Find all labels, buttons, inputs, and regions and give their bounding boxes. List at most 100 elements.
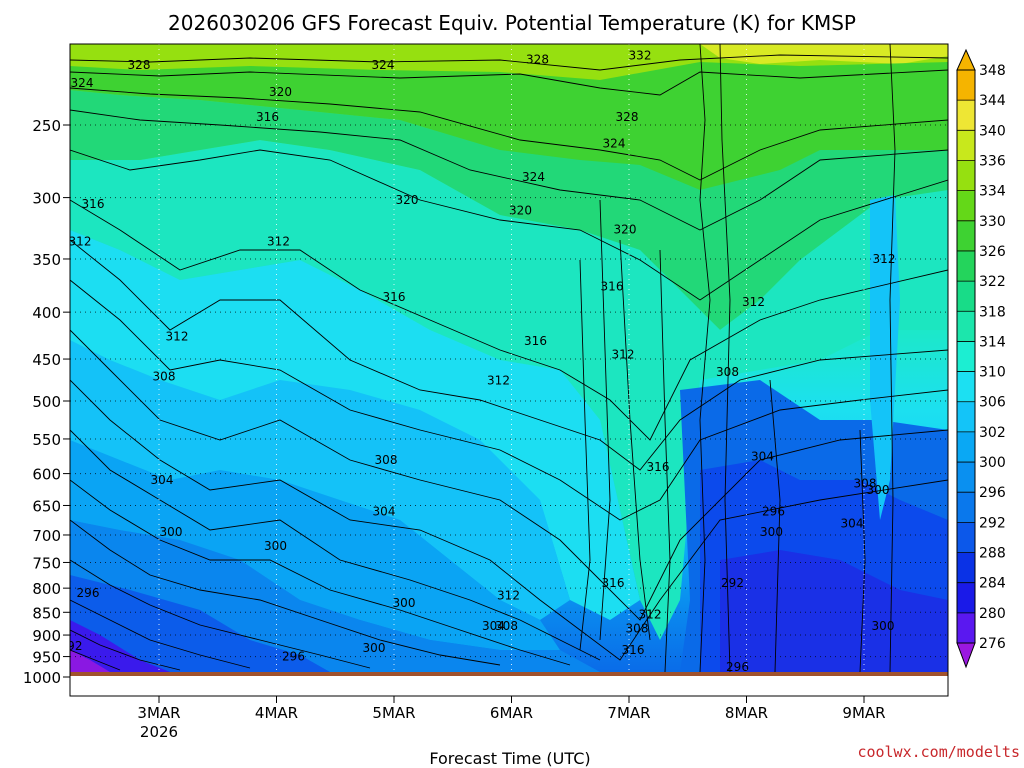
contour-label-21: 312 xyxy=(742,295,765,309)
colorbar-label-296: 296 xyxy=(979,485,1006,501)
colorbar-label-326: 326 xyxy=(979,244,1006,260)
contour-label-20: 312 xyxy=(873,252,896,266)
watermark: coolwx.com/modelts xyxy=(857,743,1020,761)
contour-line-25 xyxy=(659,249,671,673)
green-band-region xyxy=(70,62,948,190)
contour-line-8 xyxy=(70,329,948,621)
contour-label-8: 328 xyxy=(526,52,549,66)
y-tick-label-750: 750 xyxy=(32,554,61,572)
contour-line-7 xyxy=(70,279,948,521)
colorbar-swatch-322 xyxy=(957,250,975,282)
plot-frame xyxy=(69,43,949,697)
contour-label-25: 308 xyxy=(153,369,176,383)
contour-label-2: 320 xyxy=(269,85,292,99)
ground-surface xyxy=(70,672,948,676)
contour-label-10: 316 xyxy=(383,290,406,304)
contour-label-50: 300 xyxy=(363,641,386,655)
y-tick-label-900: 900 xyxy=(32,627,61,645)
contour-line-9 xyxy=(70,379,948,661)
x-tick-label-3MAR: 3MAR xyxy=(137,704,180,722)
contour-label-12: 316 xyxy=(524,334,547,348)
contour-label-17: 320 xyxy=(509,204,532,218)
contour-label-53: 296 xyxy=(726,660,749,674)
contour-label-42: 316 xyxy=(602,576,625,590)
colorbar-label-340: 340 xyxy=(979,123,1006,139)
colorbar-label-280: 280 xyxy=(979,606,1006,622)
contour-line-2 xyxy=(70,87,948,181)
colorbar-label-310: 310 xyxy=(979,365,1006,381)
colorbar-label-276: 276 xyxy=(979,636,1006,652)
x-tick-label-6MAR: 6MAR xyxy=(490,704,533,722)
contour-label-37: 300 xyxy=(264,539,287,553)
contour-label-45: 308 xyxy=(495,619,518,633)
low-left-violet-region xyxy=(70,650,110,672)
contour-line-22 xyxy=(599,199,611,641)
contour-line-20 xyxy=(859,429,866,673)
chart-title: 2026030206 GFS Forecast Equiv. Potential… xyxy=(168,11,856,35)
contour-line-3 xyxy=(70,109,948,231)
contour-label-0: 328 xyxy=(128,58,151,72)
contour-label-31: 296 xyxy=(762,505,785,519)
x-year-label: 2026 xyxy=(140,723,178,741)
contour-line-16 xyxy=(70,649,121,671)
contour-label-48: 292 xyxy=(60,639,83,653)
contour-label-18: 320 xyxy=(614,222,637,236)
contour-line-11 xyxy=(70,479,571,666)
contour-label-26: 308 xyxy=(375,453,398,467)
contour-label-39: 296 xyxy=(77,586,100,600)
colorbar-swatch-296 xyxy=(957,462,975,493)
y-tick-label-600: 600 xyxy=(32,466,61,484)
contour-label-40: 300 xyxy=(393,596,416,610)
colorbar-swatch-344 xyxy=(957,70,975,101)
y-tick-label-850: 850 xyxy=(32,604,61,622)
colorbar-label-334: 334 xyxy=(979,184,1006,200)
contour-label-19: 316 xyxy=(601,279,624,293)
colorbar-swatch-340 xyxy=(957,100,975,131)
contour-line-21 xyxy=(889,44,896,673)
contour-label-38: 292 xyxy=(721,576,744,590)
colorbar-label-318: 318 xyxy=(979,304,1006,320)
contour-label-6: 312 xyxy=(267,235,290,249)
contour-line-18 xyxy=(719,44,731,673)
contour-label-3: 316 xyxy=(256,110,279,124)
contour-label-14: 328 xyxy=(616,110,639,124)
colorbar-swatch-276 xyxy=(957,612,975,644)
low-left-purple-region xyxy=(70,620,170,672)
colorbar-label-284: 284 xyxy=(979,576,1006,592)
colorbar-label-348: 348 xyxy=(979,63,1006,79)
plot-area: 328 324 320 316 316 312 312 324 328 320 316 312 316 3… xyxy=(60,44,948,676)
y-tick-label-650: 650 xyxy=(32,497,61,515)
contour-line-10 xyxy=(70,429,601,661)
colorbar-label-344: 344 xyxy=(979,93,1006,109)
y-tick-label-400: 400 xyxy=(32,304,61,322)
contour-label-30: 304 xyxy=(373,505,396,519)
contour-label-13: 332 xyxy=(629,49,652,63)
colorbar-label-336: 336 xyxy=(979,153,1006,169)
contour-label-36: 300 xyxy=(160,525,183,539)
contour-label-29: 304 xyxy=(151,473,174,487)
x-axis-title: Forecast Time (UTC) xyxy=(429,749,590,768)
contour-line-15 xyxy=(70,629,181,671)
teal-band-region xyxy=(70,140,948,640)
light-blue-band-region xyxy=(70,340,570,620)
contour-label-15: 324 xyxy=(603,137,626,151)
contour-line-19 xyxy=(769,379,781,673)
right-deep-region xyxy=(720,550,948,672)
x-tick-label-7MAR: 7MAR xyxy=(607,704,650,722)
colorbar-swatch-288 xyxy=(957,522,975,554)
colorbar-bottom-arrow xyxy=(956,642,976,669)
blue-band-region xyxy=(70,440,560,650)
contour-label-32: 300 xyxy=(867,483,890,497)
y-tick-label-300: 300 xyxy=(32,190,61,208)
cyan-band-region xyxy=(70,230,640,620)
colorbar-swatch-318 xyxy=(957,281,975,312)
contour-label-47: 300 xyxy=(872,619,895,633)
x-tick-label-8MAR: 8MAR xyxy=(725,704,768,722)
y-tick-label-350: 350 xyxy=(32,251,61,269)
contour-line-14 xyxy=(70,599,251,669)
contour-label-28: 304 xyxy=(751,450,774,464)
contour-line-0 xyxy=(70,54,948,71)
y-tick-label-500: 500 xyxy=(32,393,61,411)
colorbar-swatch-334 xyxy=(957,160,975,192)
contour-label-5: 312 xyxy=(69,235,92,249)
